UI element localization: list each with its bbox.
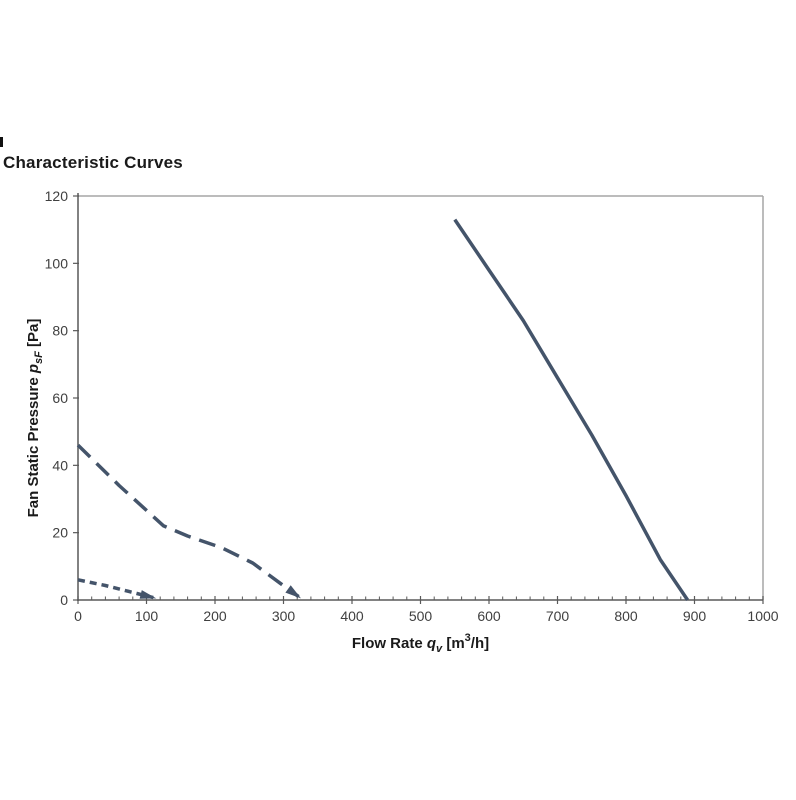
y-tick-label: 100: [45, 255, 69, 271]
x-tick-label: 300: [272, 608, 296, 624]
x-tick-label: 400: [340, 608, 364, 624]
y-tick-label: 60: [52, 390, 68, 406]
x-tick-label: 800: [614, 608, 638, 624]
x-tick-label: 900: [683, 608, 707, 624]
x-axis-title: Flow Rate qv [m3/h]: [352, 632, 489, 655]
axis-titles: Flow Rate qv [m3/h] Fan Static Pressure p…: [25, 319, 489, 655]
chart-title: Characteristic Curves: [3, 153, 183, 172]
y-tick-label: 0: [60, 592, 68, 608]
y-tick-label: 20: [52, 525, 68, 541]
fan-curve-long-dash: [76, 443, 300, 599]
x-tick-label: 700: [546, 608, 570, 624]
fan-curve-solid: [453, 218, 690, 601]
y-tick-label: 120: [45, 188, 69, 204]
left-edge-clipped-glyph: [0, 137, 3, 147]
chart-series: [76, 218, 690, 601]
y-tick-label: 40: [52, 457, 68, 473]
x-tick-label: 500: [409, 608, 433, 624]
y-tick-label: 80: [52, 323, 68, 339]
x-tick-label: 1000: [747, 608, 778, 624]
plot-frame: [77, 193, 764, 601]
x-tick-label: 100: [135, 608, 159, 624]
axis-ticks: [73, 195, 764, 604]
x-tick-label: 200: [203, 608, 227, 624]
y-axis-title: Fan Static Pressure psF [Pa]: [25, 319, 45, 518]
axis-tick-labels: 0 100 200 300 400 500 600 700 800 900 1000 0 20 40 60 8…: [45, 188, 779, 624]
x-tick-label: 0: [74, 608, 82, 624]
x-tick-label: 600: [477, 608, 501, 624]
fan-curve-short-dash-arrowhead-icon: [139, 590, 157, 599]
fan-curve-long-dash-arrowhead-icon: [285, 585, 301, 599]
